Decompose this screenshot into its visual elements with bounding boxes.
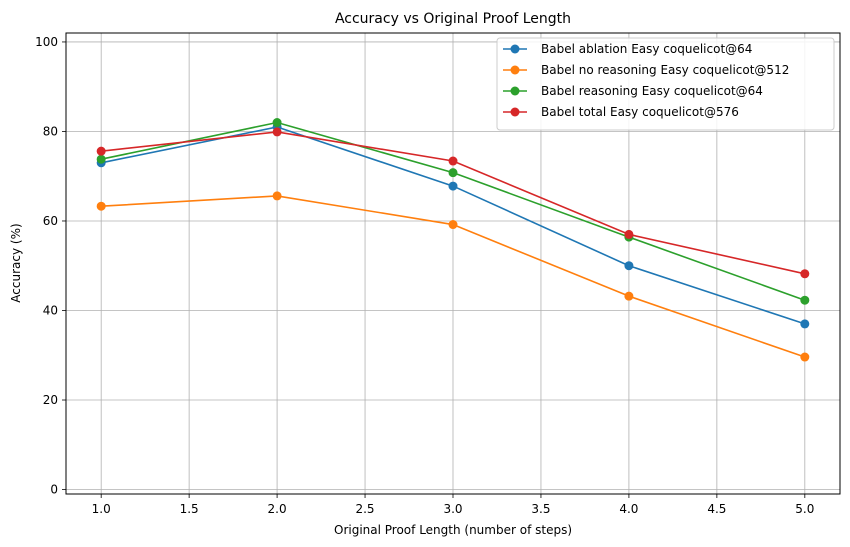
data-point: [272, 127, 282, 137]
legend-marker: [510, 107, 520, 117]
x-tick-label: 3.5: [531, 502, 550, 516]
data-point: [272, 191, 282, 201]
x-tick-label: 4.0: [619, 502, 638, 516]
x-tick-label: 3.0: [443, 502, 462, 516]
series: [96, 127, 810, 279]
data-point: [96, 201, 106, 211]
x-tick-label: 1.0: [92, 502, 111, 516]
data-point: [624, 229, 634, 239]
data-point: [624, 291, 634, 301]
y-axis-label: Accuracy (%): [9, 223, 23, 302]
y-tick-label: 60: [43, 214, 58, 228]
data-point: [272, 118, 282, 128]
data-point: [800, 319, 810, 329]
data-point: [448, 168, 458, 178]
x-axis-ticks: 1.0 1.5 2.0 2.5 3.0 3.5 4.0 4.5 5.0: [92, 494, 814, 516]
data-point: [448, 181, 458, 191]
y-tick-label: 100: [35, 35, 58, 49]
legend-marker: [510, 86, 520, 96]
data-point: [448, 220, 458, 230]
x-axis-label: Original Proof Length (number of steps): [334, 523, 572, 537]
legend-label: Babel ablation Easy coquelicot@64: [541, 42, 752, 56]
x-tick-label: 2.0: [268, 502, 287, 516]
chart-title: Accuracy vs Original Proof Length: [335, 11, 571, 27]
data-point: [96, 154, 106, 164]
x-tick-label: 4.5: [707, 502, 726, 516]
series-group: [96, 118, 810, 362]
y-tick-label: 20: [43, 393, 58, 407]
series: [96, 191, 810, 362]
data-point: [800, 352, 810, 362]
legend-label: Babel total Easy coquelicot@576: [541, 105, 739, 119]
y-tick-label: 40: [43, 303, 58, 317]
legend-label: Babel reasoning Easy coquelicot@64: [541, 84, 763, 98]
data-point: [800, 295, 810, 305]
legend-label: Babel no reasoning Easy coquelicot@512: [541, 63, 789, 77]
legend-marker: [510, 65, 520, 75]
data-point: [624, 261, 634, 271]
y-axis-ticks: 0 20 40 60 80 100: [35, 35, 66, 497]
y-tick-label: 80: [43, 124, 58, 138]
data-point: [800, 269, 810, 279]
legend-marker: [510, 44, 520, 54]
data-point: [96, 146, 106, 156]
legend-box: [496, 37, 835, 131]
x-tick-label: 2.5: [355, 502, 374, 516]
x-tick-label: 5.0: [795, 502, 814, 516]
data-point: [448, 156, 458, 166]
y-tick-label: 0: [50, 483, 58, 497]
legend: Babel ablation Easy coquelicot@64 Babel n…: [496, 37, 835, 131]
x-tick-label: 1.5: [180, 502, 199, 516]
